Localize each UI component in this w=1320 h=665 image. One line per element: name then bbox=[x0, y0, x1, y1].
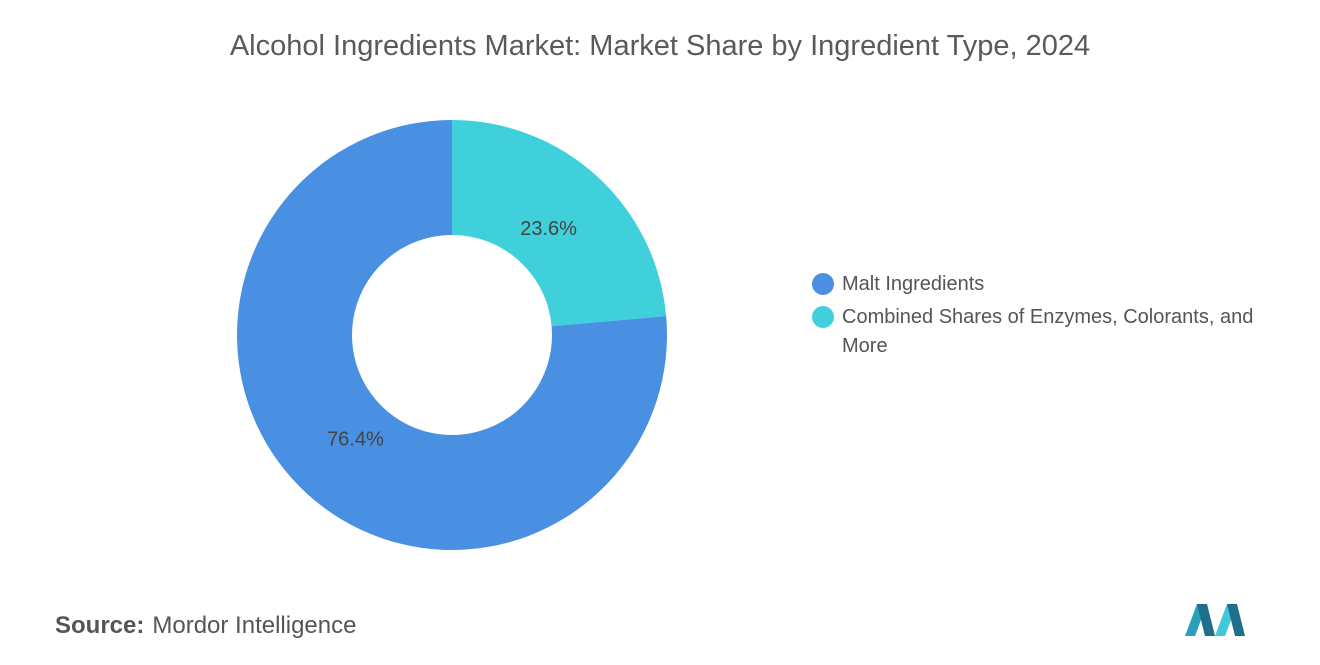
legend-item: Malt Ingredients bbox=[812, 270, 1267, 299]
legend-swatch bbox=[812, 273, 834, 295]
donut-segment bbox=[452, 120, 667, 327]
legend-label: Combined Shares of Enzymes, Colorants, a… bbox=[842, 306, 1254, 357]
logo bbox=[1185, 604, 1245, 636]
legend-item: Combined Shares of Enzymes, Colorants, a… bbox=[812, 303, 1267, 361]
value-label: 23.6% bbox=[520, 218, 577, 240]
source-label: Source: bbox=[55, 612, 145, 639]
legend-label: Malt Ingredients bbox=[842, 273, 985, 295]
source: Source: Mordor Intelligence bbox=[55, 612, 356, 640]
value-label: 76.4% bbox=[327, 429, 384, 451]
chart-title: Alcohol Ingredients Market: Market Share… bbox=[229, 30, 1091, 62]
legend: Malt Ingredients Combined Shares of Enzym… bbox=[812, 270, 1272, 365]
legend-swatch bbox=[812, 306, 834, 328]
donut-segment bbox=[236, 120, 667, 551]
source-text: Mordor Intelligence bbox=[152, 612, 357, 639]
